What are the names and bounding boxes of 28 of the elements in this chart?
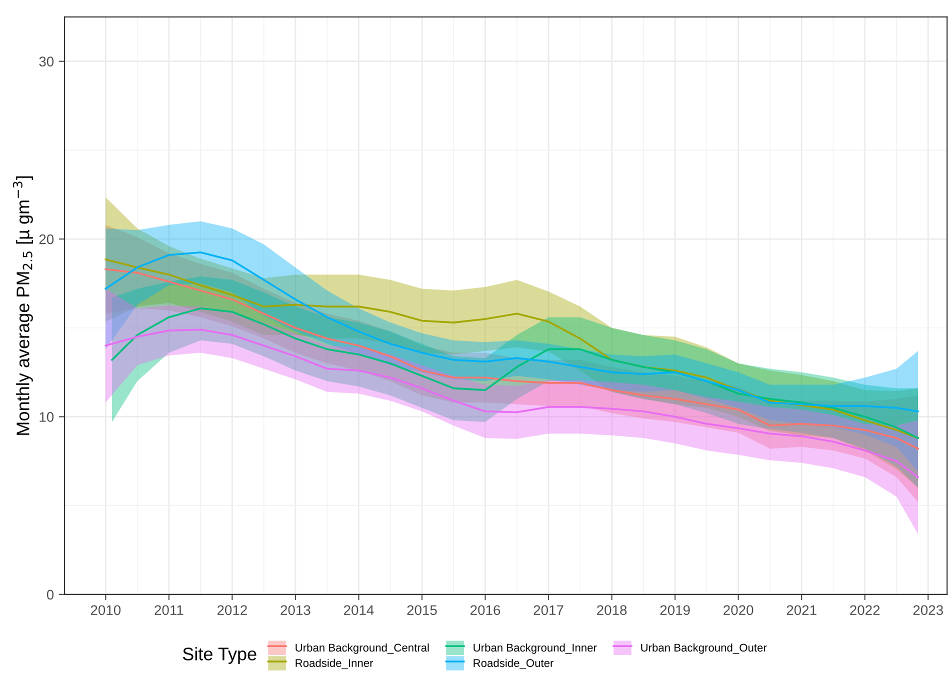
x-tick-label: 2012 xyxy=(217,605,247,616)
x-tick-label: 2015 xyxy=(407,605,437,616)
line-series xyxy=(104,251,919,412)
legend-label: Roadside_Outer xyxy=(474,658,554,670)
x-tick-label: 2011 xyxy=(154,605,184,616)
legend-label: Urban Background_Outer xyxy=(641,643,767,654)
x-tick-label: 2014 xyxy=(344,605,374,616)
x-tick-label: 2010 xyxy=(90,605,121,616)
y-tick-label: 10 xyxy=(40,412,54,422)
legend-label: Urban Background_Central xyxy=(296,643,429,654)
legend-title: Site Type xyxy=(182,647,256,664)
x-tick-label: 2022 xyxy=(850,605,880,616)
x-tick-label: 2021 xyxy=(786,605,816,616)
x-tick-label: 2016 xyxy=(470,605,500,616)
line-series xyxy=(111,307,919,439)
x-tick-label: 2018 xyxy=(597,605,627,616)
line-series xyxy=(104,328,919,478)
legend-label: Roadside_Inner xyxy=(296,658,374,670)
x-tick-label: 2017 xyxy=(534,605,564,616)
y-tick-label: 20 xyxy=(39,234,54,244)
y-tick-label: 0 xyxy=(46,590,54,600)
x-tick-label: 2019 xyxy=(660,605,690,616)
legend-label: Urban Background_Inner xyxy=(474,643,597,654)
y-tick-label: 30 xyxy=(39,56,54,67)
x-tick-label: 2013 xyxy=(280,605,310,616)
y-axis-title: Monthly average PM$_{2.5}$ [µ gm$^{−3}$] xyxy=(12,176,33,435)
x-tick-label: 2023 xyxy=(913,605,943,616)
x-tick-label: 2020 xyxy=(724,605,754,616)
